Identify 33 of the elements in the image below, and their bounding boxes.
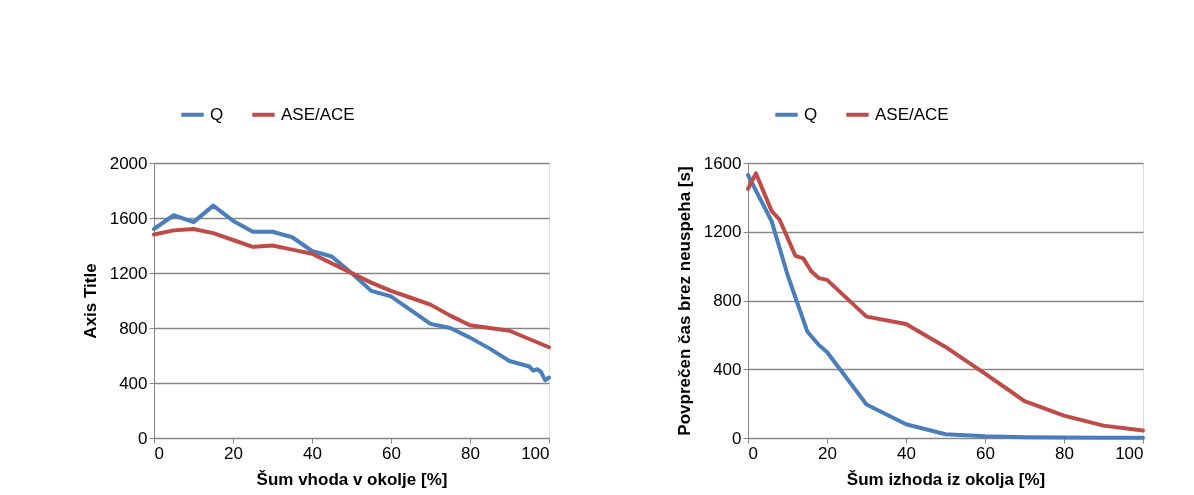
x-tick-label: 60	[382, 443, 401, 463]
x-tick-label: 80	[461, 443, 480, 463]
y-tick-label: 1600	[109, 208, 148, 228]
x-tick-label: 60	[976, 443, 995, 463]
x-tick-label: 0	[748, 443, 758, 463]
y-tick-label: 1600	[703, 153, 742, 173]
x-tick-label: 100	[521, 443, 550, 463]
x-tick-label: 100	[1115, 443, 1144, 463]
y-tick-label: 800	[713, 291, 742, 310]
x-axis-title: Šum izhoda iz okolja [%]	[846, 469, 1046, 489]
y-tick-label: 1200	[703, 222, 742, 242]
y-tick-label: 0	[732, 428, 742, 448]
y-tick-label: 2000	[109, 153, 148, 173]
legend-label: ASE/ACE	[281, 104, 355, 124]
legend-label: Q	[804, 104, 818, 124]
y-tick-label: 1200	[109, 263, 148, 283]
x-tick-label: 40	[897, 443, 916, 463]
y-tick-label: 400	[713, 359, 742, 379]
x-tick-label: 0	[154, 443, 164, 463]
line-series	[152, 227, 551, 350]
line-series	[152, 203, 551, 383]
y-tick-label: 400	[119, 373, 148, 393]
x-tick-label: 40	[303, 443, 322, 463]
y-tick-label: 800	[119, 318, 148, 338]
legend-label: ASE/ACE	[875, 104, 949, 124]
x-tick-label: 80	[1055, 443, 1074, 463]
x-axis-title: Šum vhoda v okolje [%]	[256, 469, 448, 489]
x-tick-label: 20	[818, 443, 837, 463]
y-axis-title: Axis Title	[80, 263, 100, 339]
y-axis-title: Povprečen čas brez neuspeha [s]	[674, 166, 694, 436]
y-tick-label: 0	[138, 428, 148, 448]
x-tick-label: 20	[224, 443, 243, 463]
legend-label: Q	[210, 104, 224, 124]
